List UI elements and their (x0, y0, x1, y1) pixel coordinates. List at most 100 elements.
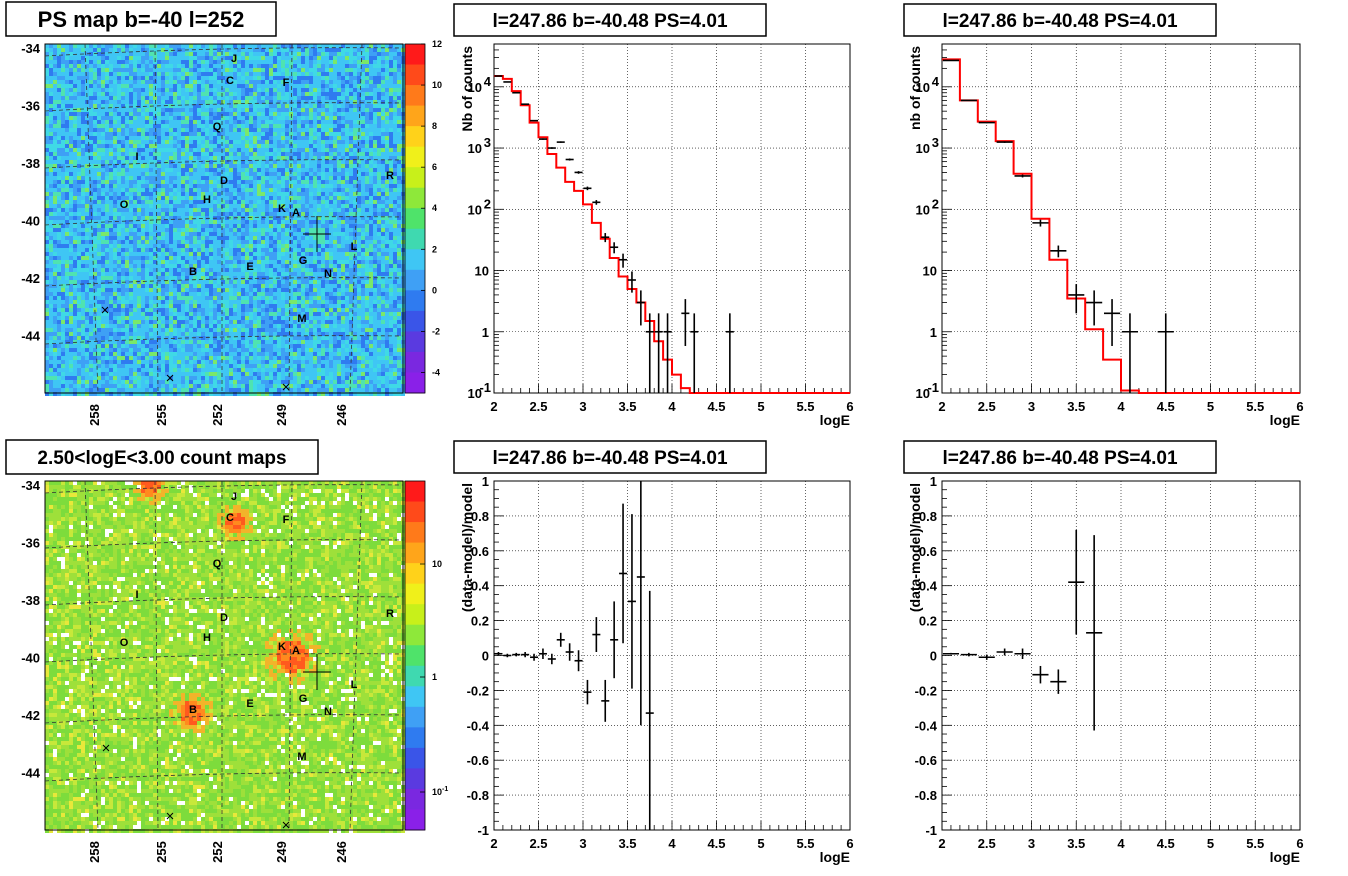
heatmap-pixel (213, 144, 217, 148)
heatmap-pixel (97, 112, 101, 116)
heatmap-pixel (81, 56, 85, 60)
heatmap-pixel (373, 144, 377, 148)
heatmap-pixel (349, 168, 353, 172)
heatmap-pixel (117, 116, 121, 120)
heatmap-pixel (277, 112, 281, 116)
heatmap-pixel (241, 220, 245, 224)
heatmap-pixel (361, 108, 365, 112)
heatmap-pixel (185, 188, 189, 192)
heatmap-pixel (361, 116, 365, 120)
heatmap-pixel (133, 176, 137, 180)
heatmap-pixel (209, 256, 213, 260)
heatmap-pixel (141, 76, 145, 80)
heatmap-pixel (385, 92, 389, 96)
heatmap-pixel (137, 244, 141, 248)
heatmap-pixel (221, 256, 225, 260)
heatmap-pixel (369, 116, 373, 120)
heatmap-pixel (285, 116, 289, 120)
heatmap-pixel (297, 88, 301, 92)
heatmap-pixel (353, 96, 357, 100)
heatmap-pixel (65, 264, 69, 268)
heatmap-pixel (73, 224, 77, 228)
heatmap-pixel (77, 44, 81, 48)
heatmap-pixel (365, 212, 369, 216)
heatmap-pixel (177, 100, 181, 104)
heatmap-pixel (257, 92, 261, 96)
heatmap-pixel (101, 156, 105, 160)
heatmap-pixel (85, 104, 89, 108)
heatmap-pixel (149, 192, 153, 196)
heatmap-pixel (273, 232, 277, 236)
heatmap-pixel (249, 140, 253, 144)
heatmap-pixel (149, 168, 153, 172)
heatmap-pixel (57, 236, 61, 240)
heatmap-pixel (193, 144, 197, 148)
heatmap-pixel (385, 188, 389, 192)
heatmap-pixel (249, 244, 253, 248)
heatmap-pixel (269, 248, 273, 252)
heatmap-pixel (217, 84, 221, 88)
heatmap-pixel (261, 244, 265, 248)
heatmap-pixel (257, 112, 261, 116)
heatmap-pixel (169, 136, 173, 140)
heatmap-pixel (205, 244, 209, 248)
heatmap-pixel (173, 80, 177, 84)
heatmap-pixel (189, 144, 193, 148)
heatmap-pixel (365, 244, 369, 248)
heatmap-pixel (189, 260, 193, 264)
heatmap-pixel (237, 80, 241, 84)
heatmap-pixel (173, 104, 177, 108)
heatmap-pixel (73, 96, 77, 100)
heatmap-pixel (145, 168, 149, 172)
heatmap-pixel (345, 188, 349, 192)
heatmap-pixel (49, 236, 53, 240)
heatmap-pixel (97, 212, 101, 216)
heatmap-pixel (177, 248, 181, 252)
heatmap-pixel (277, 260, 281, 264)
heatmap-pixel (309, 156, 313, 160)
heatmap-pixel (313, 188, 317, 192)
heatmap-pixel (373, 96, 377, 100)
heatmap-pixel (213, 196, 217, 200)
heatmap-pixel (101, 80, 105, 84)
heatmap-pixel (49, 232, 53, 236)
heatmap-pixel (313, 44, 317, 48)
heatmap-pixel (241, 44, 245, 48)
heatmap-pixel (293, 160, 297, 164)
heatmap-pixel (177, 112, 181, 116)
heatmap-pixel (73, 168, 77, 172)
heatmap-pixel (137, 216, 141, 220)
heatmap-pixel (169, 180, 173, 184)
heatmap-pixel (389, 108, 393, 112)
heatmap-pixel (185, 164, 189, 168)
heatmap-pixel (77, 64, 81, 68)
heatmap-pixel (377, 120, 381, 124)
heatmap-pixel (337, 148, 341, 152)
heatmap-pixel (357, 164, 361, 168)
heatmap-pixel (117, 156, 121, 160)
heatmap-pixel (61, 184, 65, 188)
heatmap-pixel (273, 152, 277, 156)
heatmap-pixel (157, 184, 161, 188)
heatmap-pixel (69, 252, 73, 256)
heatmap-pixel (165, 120, 169, 124)
heatmap-pixel (65, 76, 69, 80)
heatmap-pixel (301, 224, 305, 228)
heatmap-pixel (217, 148, 221, 152)
heatmap-pixel (121, 76, 125, 80)
heatmap-pixel (233, 188, 237, 192)
heatmap-pixel (113, 64, 117, 68)
heatmap-pixel (349, 64, 353, 68)
heatmap-pixel (289, 260, 293, 264)
heatmap-pixel (381, 104, 385, 108)
heatmap-pixel (93, 72, 97, 76)
heatmap-pixel (61, 48, 65, 52)
heatmap-pixel (333, 116, 337, 120)
heatmap-pixel (265, 116, 269, 120)
heatmap-pixel (253, 72, 257, 76)
heatmap-pixel (185, 232, 189, 236)
heatmap-pixel (65, 120, 69, 124)
heatmap-pixel (113, 156, 117, 160)
heatmap-pixel (229, 76, 233, 80)
heatmap-pixel (325, 260, 329, 264)
